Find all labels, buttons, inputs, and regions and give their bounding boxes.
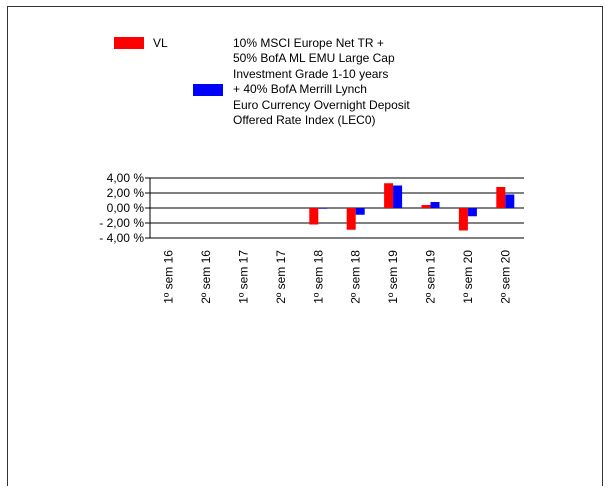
x-tick-label: 2º sem 18: [349, 250, 363, 304]
bar-vl: [309, 208, 319, 225]
bar-benchmark: [430, 202, 440, 208]
legend-label-benchmark-line: Offered Rate Index (LEC0): [233, 113, 376, 127]
x-tick-label: 1º sem 20: [461, 250, 475, 304]
bar-vl: [496, 187, 506, 208]
x-tick-label: 1º sem 17: [237, 250, 251, 304]
legend-label-benchmark-line: Investment Grade 1-10 years: [233, 67, 389, 81]
x-tick-label: 2º sem 19: [424, 250, 438, 304]
legend-swatch-vl: [114, 37, 144, 49]
x-tick-label: 1º sem 19: [386, 250, 400, 304]
bar-benchmark: [505, 194, 515, 208]
bar-benchmark: [318, 208, 328, 209]
x-tick-label: 2º sem 17: [274, 250, 288, 304]
x-tick-label: 1º sem 18: [311, 250, 325, 304]
bar-vl: [458, 208, 468, 231]
y-tick-label: 2,00 %: [107, 186, 145, 200]
bar-benchmark: [393, 185, 403, 208]
y-tick-label: 0,00 %: [107, 201, 145, 215]
legend-label-benchmark-line: 50% BofA ML EMU Large Cap: [233, 51, 395, 65]
y-tick-label: - 4,00 %: [99, 231, 144, 245]
x-tick-label: 1º sem 16: [162, 250, 176, 304]
legend-swatch-benchmark: [193, 84, 223, 96]
bar-benchmark: [467, 208, 477, 217]
bar-vl: [384, 183, 394, 208]
bar-benchmark: [355, 208, 365, 215]
bar-vl: [346, 208, 356, 230]
bar-vl: [421, 205, 431, 208]
legend-label-vl: VL: [153, 36, 168, 50]
legend-label-benchmark-line: 10% MSCI Europe Net TR +: [233, 36, 384, 50]
x-tick-label: 2º sem 16: [199, 250, 213, 304]
legend-label-benchmark-line: Euro Currency Overnight Deposit: [233, 98, 410, 112]
legend-label-benchmark-line: + 40% BofA Merrill Lynch: [233, 82, 367, 96]
y-tick-label: 4,00 %: [107, 171, 145, 185]
chart-frame: [7, 6, 603, 486]
y-tick-label: - 2,00 %: [99, 216, 144, 230]
x-tick-label: 2º sem 20: [498, 250, 512, 304]
